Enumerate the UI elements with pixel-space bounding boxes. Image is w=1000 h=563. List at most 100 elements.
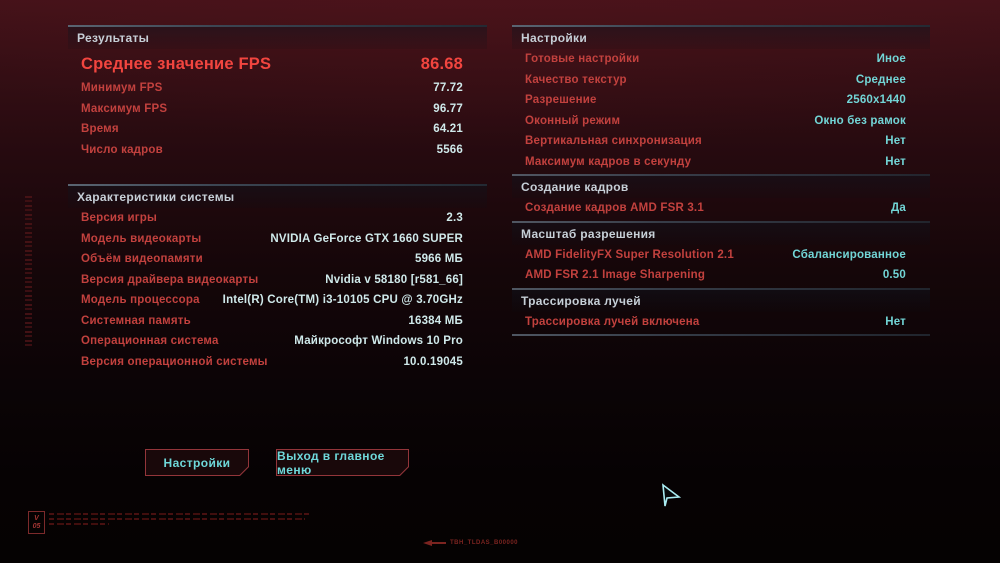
row-value: Intel(R) Core(TM) i3-10105 CPU @ 3.70GHz — [222, 294, 463, 307]
results-header: Результаты — [68, 27, 487, 49]
divider — [512, 25, 930, 27]
exit-button-label: Выход в главное меню — [277, 450, 408, 475]
row-value: 16384 МБ — [408, 314, 463, 327]
row-value: Среднее — [855, 73, 906, 86]
row-value: 96.77 — [433, 102, 463, 115]
row-label: Версия драйвера видеокарты — [81, 273, 259, 286]
watermark-arrow-icon — [423, 540, 432, 546]
row-value: Окно без рамок — [814, 114, 906, 127]
driver-version-row: Версия драйвера видеокарты Nvidia v 5818… — [68, 270, 487, 291]
row-label: Объём видеопамяти — [81, 253, 203, 266]
resolution-scaling-header: Масштаб разрешения — [512, 222, 930, 245]
row-label: Оконный режим — [525, 114, 621, 127]
frame-count-row: Число кадров 5566 — [68, 140, 487, 161]
fsr3-frame-gen-row: Создание кадров AMD FSR 3.1 Да — [512, 198, 930, 219]
row-label: Модель процессора — [81, 294, 200, 307]
row-label: AMD FSR 2.1 Image Sharpening — [525, 269, 706, 282]
window-mode-row: Оконный режим Окно без рамок — [512, 111, 930, 132]
row-label: Версия операционной системы — [81, 355, 268, 368]
divider — [512, 287, 930, 290]
version-badge-letter: V — [34, 514, 39, 522]
results-panel: Результаты Среднее значение FPS 86.68 Ми… — [68, 25, 487, 372]
row-label: Трассировка лучей включена — [525, 315, 700, 328]
row-value: Иное — [876, 53, 906, 66]
os-row: Операционная система Майкрософт Windows … — [68, 331, 487, 352]
row-value: Майкрософт Windows 10 Pro — [294, 335, 463, 348]
row-label: Число кадров — [81, 143, 163, 156]
settings-button-label: Настройки — [146, 450, 248, 475]
row-label: AMD FidelityFX Super Resolution 2.1 — [525, 248, 734, 261]
row-label: Максимум кадров в секунду — [525, 155, 692, 168]
row-value: 5566 — [436, 143, 463, 156]
button-bar: Настройки Выход в главное меню — [145, 449, 409, 476]
ray-tracing-header: Трассировка лучей — [512, 289, 930, 312]
exit-to-main-menu-button[interactable]: Выход в главное меню — [276, 449, 409, 476]
time-row: Время 64.21 — [68, 119, 487, 140]
legal-text-line — [49, 518, 305, 520]
version-badge: V 05 — [28, 511, 45, 534]
row-value: NVIDIA GeForce GTX 1660 SUPER — [270, 232, 463, 245]
row-value: Да — [891, 202, 906, 215]
mouse-cursor-icon — [662, 483, 682, 507]
row-value: 2.3 — [446, 212, 463, 225]
settings-header: Настройки — [512, 27, 930, 49]
row-value: 77.72 — [433, 82, 463, 95]
row-label: Модель видеокарты — [81, 232, 202, 245]
row-label: Создание кадров AMD FSR 3.1 — [525, 202, 704, 215]
row-value: 0.50 — [882, 269, 906, 282]
resolution-row: Разрешение 2560x1440 — [512, 90, 930, 111]
row-label: Разрешение — [525, 94, 597, 107]
game-version-row: Версия игры 2.3 — [68, 208, 487, 229]
row-label: Качество текстур — [525, 73, 627, 86]
os-version-row: Версия операционной системы 10.0.19045 — [68, 352, 487, 373]
min-fps-row: Минимум FPS 77.72 — [68, 78, 487, 99]
divider — [68, 184, 487, 186]
row-label: Готовые настройки — [525, 53, 640, 66]
version-badge-number: 05 — [32, 522, 41, 530]
row-value: Нет — [885, 315, 906, 328]
row-value: 2560x1440 — [846, 94, 906, 107]
fsr-quality-row: AMD FidelityFX Super Resolution 2.1 Сбал… — [512, 245, 930, 266]
avg-fps-label: Среднее значение FPS — [81, 55, 272, 73]
row-label: Операционная система — [81, 335, 219, 348]
avg-fps-value: 86.68 — [420, 55, 463, 73]
cpu-model-row: Модель процессора Intel(R) Core(TM) i3-1… — [68, 290, 487, 311]
settings-button[interactable]: Настройки — [145, 449, 249, 476]
vram-row: Объём видеопамяти 5966 МБ — [68, 249, 487, 270]
row-value: Нет — [885, 155, 906, 168]
row-label: Время — [81, 123, 119, 136]
gpu-model-row: Модель видеокарты NVIDIA GeForce GTX 166… — [68, 229, 487, 250]
max-fps-setting-row: Максимум кадров в секунду Нет — [512, 152, 930, 173]
watermark-text: TBH_TLDAS_B00000 — [450, 540, 519, 546]
row-value: 10.0.19045 — [403, 355, 463, 368]
divider — [512, 220, 930, 223]
row-value: 5966 МБ — [414, 253, 463, 266]
frame-generation-header: Создание кадров — [512, 176, 930, 198]
settings-panel: Настройки Готовые настройки Иное Качеств… — [512, 25, 930, 336]
texture-quality-row: Качество текстур Среднее — [512, 70, 930, 91]
ray-tracing-enabled-row: Трассировка лучей включена Нет — [512, 312, 930, 333]
row-label: Системная память — [81, 314, 191, 327]
divider — [512, 334, 930, 336]
ram-row: Системная память 16384 МБ — [68, 311, 487, 332]
preset-row: Готовые настройки Иное — [512, 49, 930, 70]
row-label: Вертикальная синхронизация — [525, 135, 702, 148]
fsr-sharpening-row: AMD FSR 2.1 Image Sharpening 0.50 — [512, 265, 930, 286]
row-value: Сбалансированное — [792, 248, 906, 261]
system-specs-header: Характеристики системы — [68, 186, 487, 208]
legal-text-line — [49, 513, 311, 515]
avg-fps-row: Среднее значение FPS 86.68 — [68, 51, 487, 78]
max-fps-row: Максимум FPS 96.77 — [68, 99, 487, 120]
row-label: Максимум FPS — [81, 102, 168, 115]
divider — [512, 174, 930, 176]
row-value: Nvidia v 58180 [r581_66] — [325, 273, 463, 286]
row-label: Версия игры — [81, 212, 158, 225]
legal-text-line — [49, 523, 109, 525]
build-watermark: TBH_TLDAS_B00000 — [423, 540, 518, 546]
watermark-arrow-line — [432, 542, 446, 544]
row-label: Минимум FPS — [81, 82, 163, 95]
vsync-row: Вертикальная синхронизация Нет — [512, 131, 930, 152]
row-value: Нет — [885, 135, 906, 148]
row-value: 64.21 — [433, 123, 463, 136]
